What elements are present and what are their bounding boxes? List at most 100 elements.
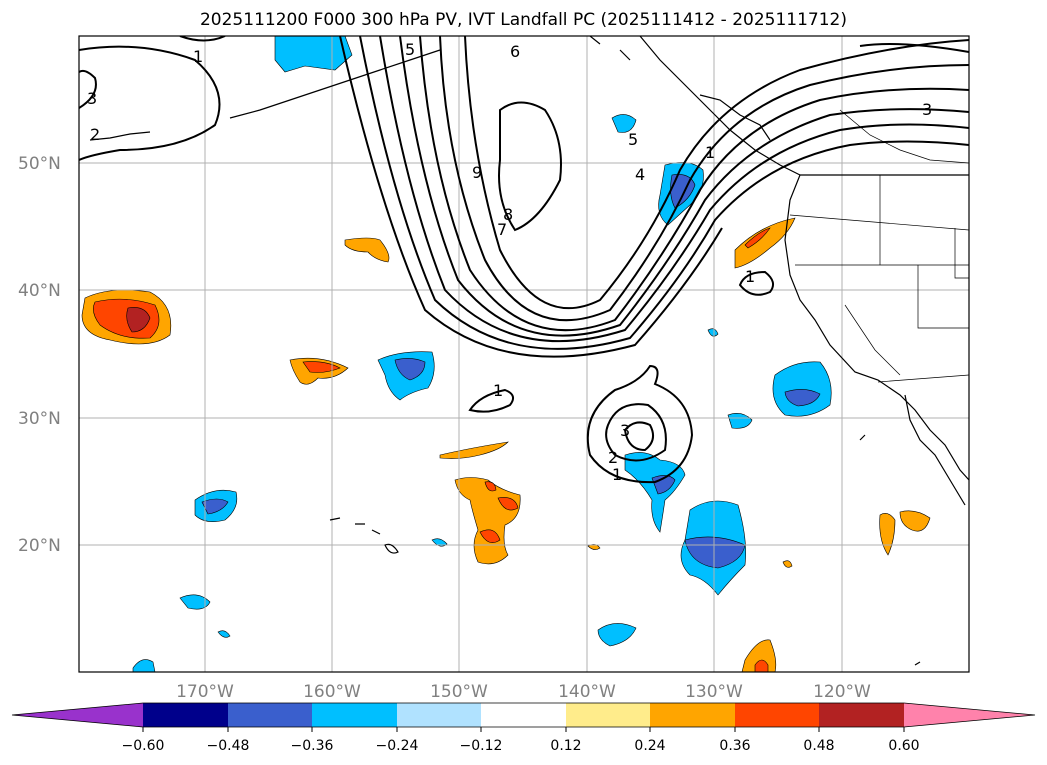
ivt-negative-region <box>624 452 686 533</box>
ivt-positive-region <box>126 307 151 333</box>
contour-label: 2 <box>90 125 100 144</box>
contour-label: 9 <box>472 163 482 182</box>
colorbar-tick-label: 0.36 <box>719 738 750 754</box>
ivt-positive-region <box>744 227 771 249</box>
colorbar-tick-label: −0.48 <box>207 738 250 754</box>
contour-label: 1 <box>612 465 622 484</box>
pv-contour-line <box>399 36 969 337</box>
coastlines <box>89 36 969 666</box>
colorbar-segment <box>735 703 819 727</box>
pv-contour-line <box>179 36 226 42</box>
colorbar-tick-label: 0.12 <box>550 738 581 754</box>
ivt-positive-region <box>479 481 519 543</box>
ivt-positive-region <box>302 361 341 373</box>
contour-label: 5 <box>628 130 638 149</box>
pv-contour-line <box>605 403 667 462</box>
lon-label: 150°W <box>430 682 488 702</box>
ivt-positive-region <box>344 237 390 263</box>
pv-contours <box>79 36 969 484</box>
colorbar-segment <box>228 703 312 727</box>
ivt-positive-region <box>899 510 931 532</box>
ivt-negative-region <box>611 114 637 133</box>
pv-contour-line <box>586 364 694 484</box>
ivt-positive-region <box>754 659 769 672</box>
contour-label: 3 <box>922 100 932 119</box>
contour-label: 1 <box>193 47 203 66</box>
lon-label: 140°W <box>558 682 616 702</box>
colorbar-segment <box>143 703 228 727</box>
contour-label: 8 <box>503 205 513 224</box>
lon-label: 130°W <box>685 682 743 702</box>
colorbar-tick-label: −0.36 <box>291 738 334 754</box>
pv-contour-line <box>468 388 515 413</box>
ivt-negative-region <box>201 498 229 515</box>
pv-contour-line <box>498 101 562 232</box>
colorbar-tick-label: 0.24 <box>634 738 665 754</box>
pv-contour-line <box>339 36 723 358</box>
contour-label: 1 <box>493 381 503 400</box>
ivt-negative-region <box>597 623 637 647</box>
colorbar-tick-labels: −0.60 −0.48 −0.36 −0.24 −0.12 0.12 0.24 … <box>122 738 920 754</box>
ivt-negative-region <box>394 358 426 381</box>
lat-label: 50°N <box>18 154 61 174</box>
contour-label: 6 <box>510 42 520 61</box>
lon-label: 170°W <box>176 682 234 702</box>
colorbar-segment <box>397 703 481 727</box>
ivt-anomaly-fills <box>81 36 931 672</box>
map-frame <box>78 35 970 673</box>
contour-label: 3 <box>87 89 97 108</box>
pv-contour-line <box>379 36 969 343</box>
ivt-negative-region <box>707 328 719 337</box>
ivt-negative-region <box>772 361 832 417</box>
gridlines <box>79 36 969 672</box>
pv-contour-line <box>738 270 775 296</box>
contour-label: 2 <box>608 448 618 467</box>
contour-label: 5 <box>405 40 415 59</box>
contour-label: 4 <box>635 165 645 184</box>
lat-label: 20°N <box>18 536 61 556</box>
pv-contour-line <box>419 36 969 332</box>
colorbar-extend-max <box>904 703 1035 727</box>
lat-label: 40°N <box>18 281 61 301</box>
colorbar <box>11 702 1036 728</box>
colorbar-extend-min <box>12 703 143 727</box>
colorbar-tick-label: 0.48 <box>803 738 834 754</box>
colorbar-segment <box>312 703 397 727</box>
contour-label: 3 <box>620 421 630 440</box>
ivt-negative-region <box>132 659 156 672</box>
contour-label: 1 <box>705 143 715 162</box>
pv-contour-line <box>464 36 969 310</box>
contour-label: 7 <box>497 220 507 239</box>
pv-contour-line <box>79 69 97 109</box>
contour-label: 1 <box>745 267 755 286</box>
lon-label: 120°W <box>813 682 871 702</box>
lon-label: 160°W <box>303 682 361 702</box>
ivt-negative-region <box>179 594 211 610</box>
colorbar-tick-label: −0.60 <box>122 738 165 754</box>
colorbar-segment <box>481 703 566 727</box>
colorbar-tick-label: 0.60 <box>888 738 919 754</box>
latitude-labels: 50°N 40°N 30°N 20°N <box>18 154 61 556</box>
pv-contour-line <box>79 45 221 161</box>
ivt-positive-region <box>439 441 509 459</box>
colorbar-segment <box>819 703 904 727</box>
pv-contour-line <box>859 43 969 53</box>
lat-label: 30°N <box>18 409 61 429</box>
pv-contour-line <box>359 36 969 350</box>
ivt-negative-region <box>784 389 821 407</box>
pv-contour-line <box>623 421 655 452</box>
pv-contour-labels: 1 2 3 5 6 7 8 9 4 1 5 3 1 1 3 2 1 <box>87 40 932 484</box>
ivt-negative-region <box>274 36 353 73</box>
pv-contour-line <box>439 36 969 322</box>
ivt-negative-region <box>727 413 753 429</box>
colorbar-segment <box>566 703 650 727</box>
colorbar-segment <box>650 703 735 727</box>
ivt-negative-region <box>217 630 231 638</box>
colorbar-tick-label: −0.24 <box>376 738 419 754</box>
map-title: 2025111200 F000 300 hPa PV, IVT Landfall… <box>199 10 847 30</box>
colorbar-ticks <box>142 727 905 732</box>
longitude-labels: 170°W 160°W 150°W 140°W 130°W 120°W <box>176 682 871 702</box>
colorbar-tick-label: −0.12 <box>460 738 503 754</box>
ivt-negative-region <box>431 538 448 547</box>
